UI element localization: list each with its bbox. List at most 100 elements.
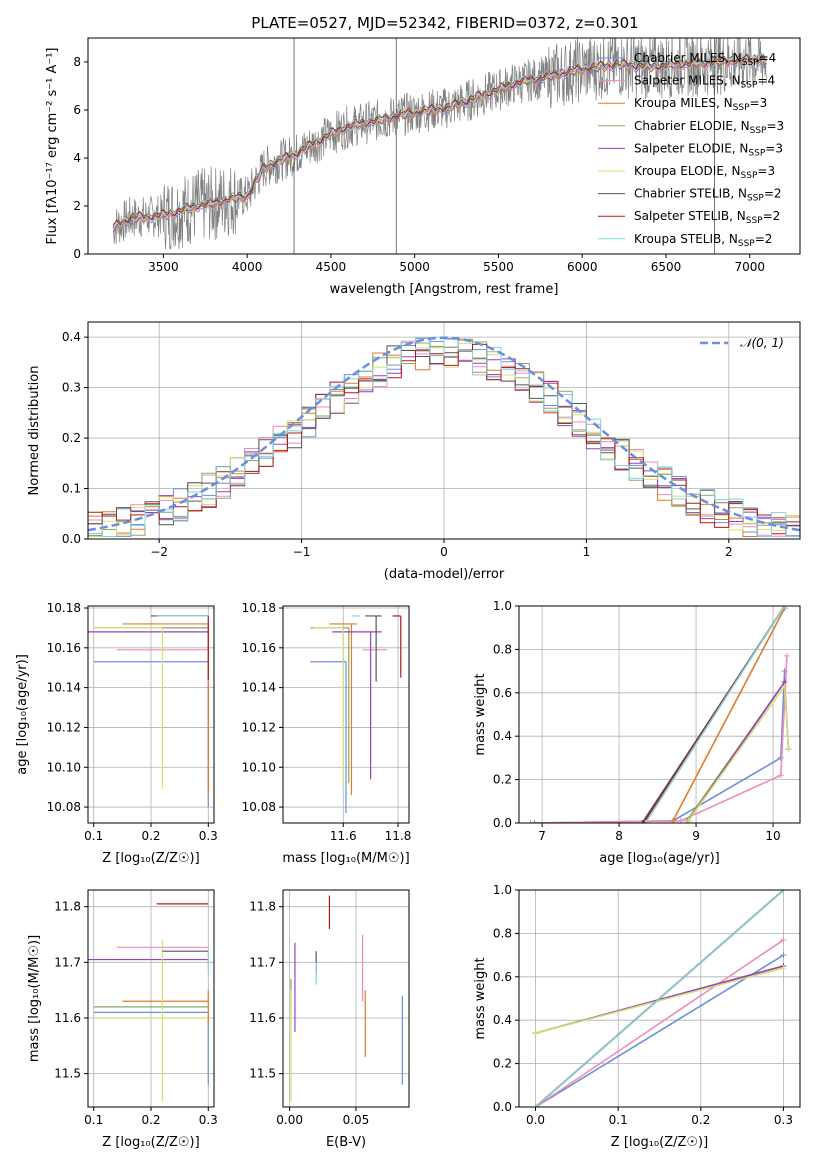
x-axis-label: Z [log₁₀(Z/Z☉)] xyxy=(611,1135,708,1150)
chart-mass_vs_ebv: 0.00 0.05 11.5 11.6 11.7 11.8 E(B-V) xyxy=(249,889,410,1150)
weight-marker xyxy=(783,652,790,659)
y-tick-label: 0 xyxy=(73,247,81,261)
y-tick-label: 11.5 xyxy=(54,1067,81,1081)
legend-label: Chabrier MILES, NSSP=4 xyxy=(634,51,776,68)
y-tick-label: 0.6 xyxy=(493,970,512,984)
model-line xyxy=(112,54,767,226)
x-tick-label: 0.2 xyxy=(141,1113,160,1127)
y-tick-label: 11.5 xyxy=(249,1067,276,1081)
y-tick-label: 0.0 xyxy=(493,816,512,830)
axes-frame xyxy=(518,889,801,1108)
y-tick-label: 11.7 xyxy=(54,955,81,969)
legend-label: Salpeter STELIB, NSSP=2 xyxy=(634,209,780,226)
chart-weight_vs_Z: 0.0 0.1 0.2 0.3 0.0 0.2 0.4 0.6 0.8 1.0 Z [log₁₀(Z… xyxy=(473,883,801,1150)
x-tick-label: 9 xyxy=(692,829,700,843)
y-axis-label: Flux [fλ10⁻¹⁷ erg cm⁻² s⁻¹ A⁻¹] xyxy=(45,48,60,245)
x-tick-label: 4500 xyxy=(316,260,347,274)
x-tick-label: 11.8 xyxy=(385,829,412,843)
errorbar-point xyxy=(93,940,209,1102)
y-tick-label: 1.0 xyxy=(493,599,512,613)
y-tick-label: 0.4 xyxy=(493,1013,512,1027)
y-tick-label: 10.10 xyxy=(47,760,81,774)
x-tick-label: 8 xyxy=(615,829,623,843)
weight-marker xyxy=(532,1030,539,1037)
errorbar-point xyxy=(313,627,344,790)
gaussian-reference xyxy=(88,336,800,532)
x-tick-label: 11.6 xyxy=(330,829,357,843)
x-axis-label: (data-model)/error xyxy=(384,567,505,582)
plot-area xyxy=(290,895,403,1102)
weight-marker xyxy=(781,606,788,609)
x-tick-label: 0.1 xyxy=(84,1113,103,1127)
model-line xyxy=(112,52,767,227)
x-tick-label: 2 xyxy=(725,545,733,559)
legend-label: Kroupa MILES, NSSP=3 xyxy=(634,96,767,113)
model-line xyxy=(112,56,767,229)
axes-frame xyxy=(518,605,801,824)
x-tick-label: 0.3 xyxy=(774,1113,793,1127)
x-axis-label: Z [log₁₀(Z/Z☉)] xyxy=(102,851,199,866)
y-tick-label: 11.6 xyxy=(249,1011,276,1025)
weight-marker xyxy=(780,890,787,893)
plot-area xyxy=(88,903,209,1102)
y-tick-label: 0.6 xyxy=(493,686,512,700)
histogram-step xyxy=(88,337,800,539)
weight-marker xyxy=(780,965,787,972)
legend-label: Kroupa STELIB, NSSP=2 xyxy=(634,232,772,249)
x-tick-label: 5000 xyxy=(399,260,430,274)
errorbar-point xyxy=(365,615,382,682)
x-tick-label: 5500 xyxy=(483,260,514,274)
x-tick-label: 0.2 xyxy=(691,1113,710,1127)
y-tick-label: 0.1 xyxy=(62,482,81,496)
y-tick-label: 0.0 xyxy=(62,532,81,546)
weight-marker xyxy=(785,746,792,753)
y-tick-label: 10.16 xyxy=(242,641,276,655)
weight-marker xyxy=(780,936,787,943)
plot-area xyxy=(527,606,792,823)
y-tick-label: 0.3 xyxy=(62,381,81,395)
errorbar-point xyxy=(392,615,402,678)
weight-line xyxy=(644,606,786,823)
y-tick-label: 10.08 xyxy=(47,800,81,814)
plot-area xyxy=(88,615,209,808)
plot-area xyxy=(310,615,402,814)
x-tick-label: 6000 xyxy=(567,260,598,274)
legend-label: Chabrier STELIB, NSSP=2 xyxy=(634,187,782,204)
y-tick-label: 0.2 xyxy=(62,431,81,445)
x-tick-label: 7000 xyxy=(734,260,765,274)
legend-label: 𝒩(0, 1) xyxy=(740,336,784,350)
weight-line xyxy=(535,954,784,1107)
weight-marker xyxy=(532,1104,539,1107)
y-tick-label: 0.2 xyxy=(493,1057,512,1071)
y-tick-label: 10.18 xyxy=(47,601,81,615)
axes-frame xyxy=(87,37,801,255)
x-tick-label: 0.1 xyxy=(609,1113,628,1127)
plot-area xyxy=(532,890,787,1107)
legend-label: Salpeter ELODIE, NSSP=3 xyxy=(634,141,783,158)
y-axis-label: Normed distribution xyxy=(27,366,42,496)
y-tick-label: 0.8 xyxy=(493,926,512,940)
x-tick-label: 0.05 xyxy=(343,1113,370,1127)
weight-marker xyxy=(639,820,646,823)
x-tick-label: 1 xyxy=(583,545,591,559)
errorbar-point xyxy=(332,631,382,780)
x-tick-label: 7 xyxy=(538,829,546,843)
y-tick-label: 10.10 xyxy=(242,760,276,774)
y-tick-label: 1.0 xyxy=(493,883,512,897)
x-tick-label: 10 xyxy=(765,829,780,843)
y-axis-label: mass [log₁₀(M/M☉)] xyxy=(27,935,42,1062)
y-tick-label: 0.2 xyxy=(493,773,512,787)
y-tick-label: 10.08 xyxy=(242,800,276,814)
x-axis-label: age [log₁₀(age/yr)] xyxy=(599,851,720,866)
weight-line xyxy=(687,684,790,822)
y-tick-label: 10.18 xyxy=(242,601,276,615)
y-tick-label: 10.12 xyxy=(47,720,81,734)
y-tick-label: 11.8 xyxy=(249,900,276,914)
y-tick-label: 0.4 xyxy=(62,330,81,344)
weight-marker xyxy=(780,952,787,959)
legend: Chabrier MILES, NSSP=4 Salpeter MILES, NS… xyxy=(598,51,784,249)
legend-label: Salpeter MILES, NSSP=4 xyxy=(634,74,775,91)
x-tick-label: 6500 xyxy=(651,260,682,274)
y-tick-label: 11.6 xyxy=(54,1011,81,1025)
